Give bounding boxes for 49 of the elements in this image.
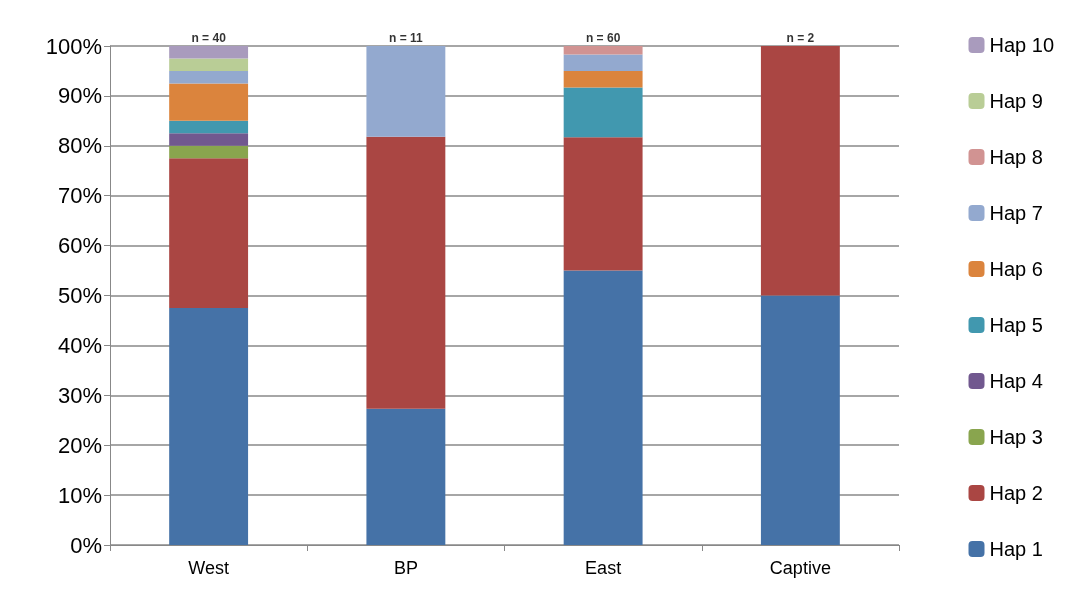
bar [563, 137, 643, 271]
bar [169, 145, 249, 159]
annotation: n = 40 [191, 31, 227, 45]
bar [169, 83, 249, 121]
x-tick-label: West [188, 558, 229, 578]
annotation: n = 11 [389, 31, 424, 45]
bar [169, 120, 249, 134]
bar [366, 46, 446, 137]
y-tick-label: 60% [57, 233, 102, 259]
legend-label: Hap 4 [989, 370, 1043, 392]
bar [169, 158, 249, 308]
y-tick-label: 40% [57, 332, 102, 358]
bar [169, 133, 249, 146]
legend-label: Hap 10 [989, 34, 1055, 56]
bar [563, 270, 643, 545]
bar [169, 46, 249, 59]
bar [169, 58, 249, 71]
bar [563, 70, 643, 88]
legend-label: Hap 8 [989, 146, 1043, 168]
y-tick-label: 20% [57, 432, 102, 458]
y-tick-label: 10% [57, 482, 102, 508]
legend-label: Hap 1 [989, 538, 1043, 560]
legend-label: Hap 6 [989, 258, 1043, 280]
bar [760, 295, 840, 545]
annotation: n = 2 [786, 31, 815, 45]
bar [563, 87, 643, 138]
y-tick-label: 70% [57, 183, 102, 209]
bar [563, 54, 643, 71]
y-tick-label: 0% [70, 532, 102, 558]
legend-label: Hap 5 [989, 314, 1043, 336]
bar [169, 307, 249, 545]
x-tick-label: Captive [769, 558, 831, 578]
bar [760, 46, 840, 296]
bar [366, 408, 446, 545]
legend-label: Hap 9 [989, 90, 1043, 112]
y-tick-label: 80% [57, 133, 102, 159]
y-tick-label: 30% [57, 382, 102, 408]
bar [563, 46, 643, 55]
y-tick-label: 50% [57, 283, 102, 308]
annotation: n = 60 [585, 31, 621, 45]
bar [169, 70, 249, 84]
x-tick-label: BP [393, 558, 418, 578]
bar [366, 136, 446, 409]
x-tick-label: East [585, 558, 622, 578]
legend-label: Hap 3 [989, 426, 1043, 448]
y-tick-label: 90% [57, 83, 102, 109]
legend-label: Hap 7 [989, 202, 1043, 224]
y-tick-label: 100% [45, 33, 102, 59]
legend-label: Hap 2 [989, 482, 1043, 504]
